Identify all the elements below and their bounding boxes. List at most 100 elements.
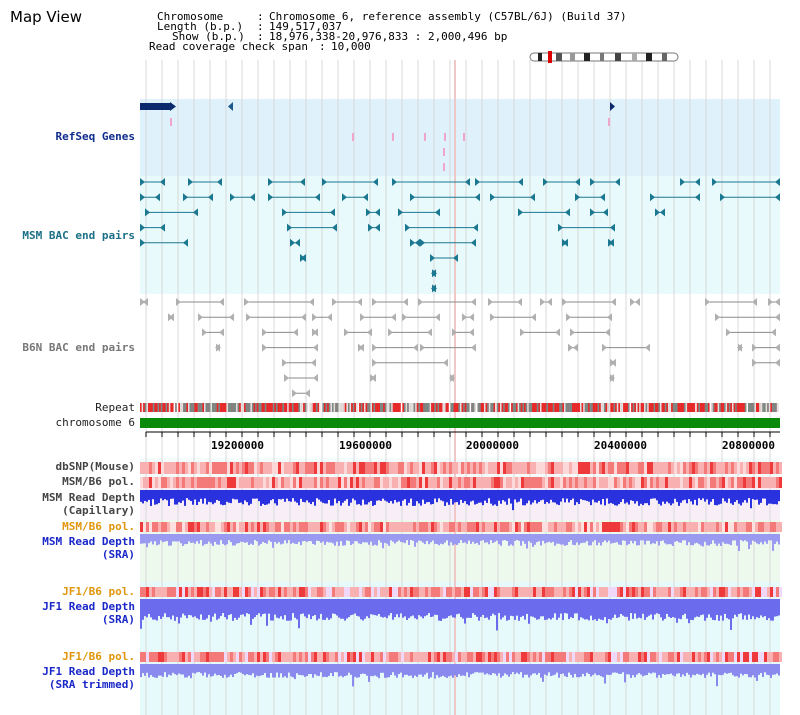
msm-capillary-depth-bar <box>302 490 304 502</box>
dbsnp-heat-cell <box>665 462 668 474</box>
jf1-b6-pol-heat-cell <box>338 587 341 597</box>
track-label-repeat[interactable]: Repeat <box>95 401 135 414</box>
jf1-trimmed-depth-bar <box>646 664 648 676</box>
msm-sra-depth-bar <box>586 534 588 542</box>
msm-capillary-depth-bar <box>328 490 330 500</box>
msm-sra-depth-bar <box>290 534 292 544</box>
msm-capillary-depth-bar <box>512 490 514 511</box>
jf1-b6-pol-heat-cell <box>515 587 518 597</box>
repeat-element <box>751 403 753 412</box>
repeat-element <box>436 403 438 412</box>
msm-sra-depth-bar <box>570 534 572 541</box>
msm-b6-pol-sra-heat-cell <box>245 522 248 532</box>
repeat-element <box>455 403 457 412</box>
jf1-b6-pol-heat-cell <box>566 587 569 597</box>
jf1-b6-pol-heat-cell <box>419 587 422 597</box>
repeat-element <box>151 403 153 412</box>
msm-bac-end-marker <box>695 178 700 186</box>
track-label-jf1-b6-pol[interactable]: JF1/B6 pol. <box>62 585 135 598</box>
jf1-sra-depth-bar <box>216 599 218 620</box>
repeat-element <box>568 403 571 412</box>
repeat-element <box>532 403 534 412</box>
track-label-b6n-bac-end-pairs[interactable]: B6N BAC end pairs <box>22 341 135 354</box>
msm-capillary-depth-bar <box>152 490 154 500</box>
msm-bac-end-marker <box>145 208 150 217</box>
track-label-dbsnp[interactable]: dbSNP(Mouse) <box>55 460 135 473</box>
jf1-b6-pol-2-heat-cell <box>434 652 437 662</box>
b6n-bac-end-marker <box>611 298 616 306</box>
msm-sra-depth-bar <box>670 534 672 545</box>
repeat-element <box>610 403 612 412</box>
msm-capillary-depth-bar <box>590 490 592 506</box>
jf1-b6-pol-heat-cell <box>155 587 158 597</box>
msm-sra-depth-bar <box>286 534 288 544</box>
jf1-b6-pol-heat-cell <box>590 587 593 597</box>
jf1-b6-pol-2-heat-cell <box>410 652 413 662</box>
b6n-bac-end-marker <box>413 343 418 352</box>
jf1-sra-depth-bar <box>460 599 462 618</box>
repeat-element <box>493 403 496 412</box>
jf1-trimmed-depth-bar <box>466 664 468 673</box>
msm-b6-pol-heat-cell <box>230 477 233 488</box>
msm-capillary-depth-bar <box>534 490 536 501</box>
track-label-jf1-read-depth-trimmed[interactable]: JF1 Read Depth <box>42 665 135 678</box>
jf1-b6-pol-heat-cell <box>284 587 287 597</box>
jf1-b6-pol-2-heat-cell <box>674 652 677 662</box>
repeat-element <box>156 403 158 412</box>
msm-bac-end-marker <box>590 208 595 217</box>
jf1-trimmed-depth-bar <box>310 664 312 675</box>
track-label-msm-b6-pol[interactable]: MSM/B6 pol. <box>62 475 135 488</box>
b6n-bac-end-marker <box>752 343 757 352</box>
msm-b6-pol-sra-heat-cell <box>521 522 524 532</box>
track-label-jf1-b6-pol-2[interactable]: JF1/B6 pol. <box>62 650 135 663</box>
msm-sra-depth-bar <box>734 534 736 541</box>
jf1-b6-pol-heat-cell <box>326 587 329 597</box>
track-label-msm-bac-end-pairs[interactable]: MSM BAC end pairs <box>22 229 135 242</box>
jf1-b6-pol-2-heat-cell <box>407 652 410 662</box>
repeat-element <box>437 403 440 412</box>
msm-capillary-depth-bar <box>382 490 384 499</box>
jf1-b6-pol-2-heat-cell <box>323 652 326 662</box>
msm-sra-depth-bar <box>534 534 536 545</box>
repeat-element <box>594 403 596 412</box>
track-label-jf1-read-depth-sra[interactable]: JF1 Read Depth <box>42 600 135 613</box>
msm-capillary-depth-bar <box>252 490 254 499</box>
jf1-sra-depth-bar <box>474 599 476 615</box>
track-label-msm-b6-pol-sra[interactable]: MSM/B6 pol. <box>62 520 135 533</box>
repeat-element <box>228 403 230 412</box>
jf1-sra-depth-bar <box>660 599 662 618</box>
dbsnp-heat-cell <box>494 462 497 474</box>
msm-capillary-depth-bar <box>552 490 554 503</box>
track-label-msm-read-depth-capillary[interactable]: MSM Read Depth <box>42 491 135 504</box>
jf1-b6-pol-2-heat-cell <box>386 652 389 662</box>
msm-sra-depth-bar <box>330 534 332 543</box>
msm-b6-pol-heat-cell <box>173 477 176 488</box>
dbsnp-heat-cell <box>191 462 194 474</box>
repeat-element <box>642 403 644 412</box>
dbsnp-heat-cell <box>275 462 278 474</box>
track-label-refseq-genes[interactable]: RefSeq Genes <box>55 130 135 143</box>
jf1-trimmed-depth-bar <box>216 664 218 676</box>
msm-sra-depth-bar <box>374 534 376 545</box>
jf1-trimmed-depth-bar <box>244 664 246 676</box>
msm-capillary-depth-bar <box>778 490 780 502</box>
msm-bac-end-marker <box>660 208 665 217</box>
track-label-chromosome[interactable]: chromosome 6 <box>55 416 135 429</box>
repeat-element <box>605 403 608 412</box>
msm-sra-depth-bar <box>572 534 574 545</box>
jf1-trimmed-depth-bar <box>206 664 208 678</box>
msm-b6-pol-sra-heat-cell <box>464 522 467 532</box>
dbsnp-heat-cell <box>221 462 224 474</box>
jf1-b6-pol-heat-cell <box>551 587 554 597</box>
msm-capillary-depth-bar <box>258 490 260 502</box>
msm-capillary-depth-bar <box>250 490 252 504</box>
msm-capillary-depth-bar <box>230 490 232 504</box>
msm-capillary-depth-bar <box>298 490 300 506</box>
msm-b6-pol-sra-heat-cell <box>704 522 707 532</box>
jf1-sra-depth-bar <box>392 599 394 620</box>
track-label-msm-read-depth-sra[interactable]: MSM Read Depth <box>42 535 135 548</box>
msm-b6-pol-heat-cell <box>143 477 146 488</box>
jf1-sra-depth-bar <box>140 599 142 629</box>
msm-bac-end-marker <box>330 208 335 217</box>
